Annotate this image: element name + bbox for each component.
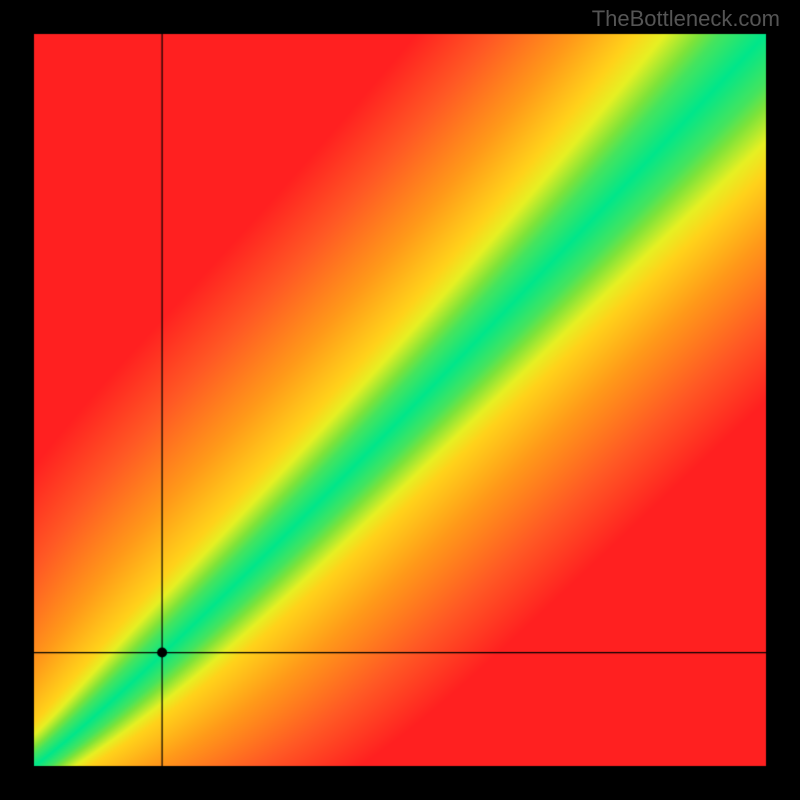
watermark-text: TheBottleneck.com — [592, 6, 780, 32]
heatmap-canvas — [0, 0, 800, 800]
chart-container: TheBottleneck.com — [0, 0, 800, 800]
